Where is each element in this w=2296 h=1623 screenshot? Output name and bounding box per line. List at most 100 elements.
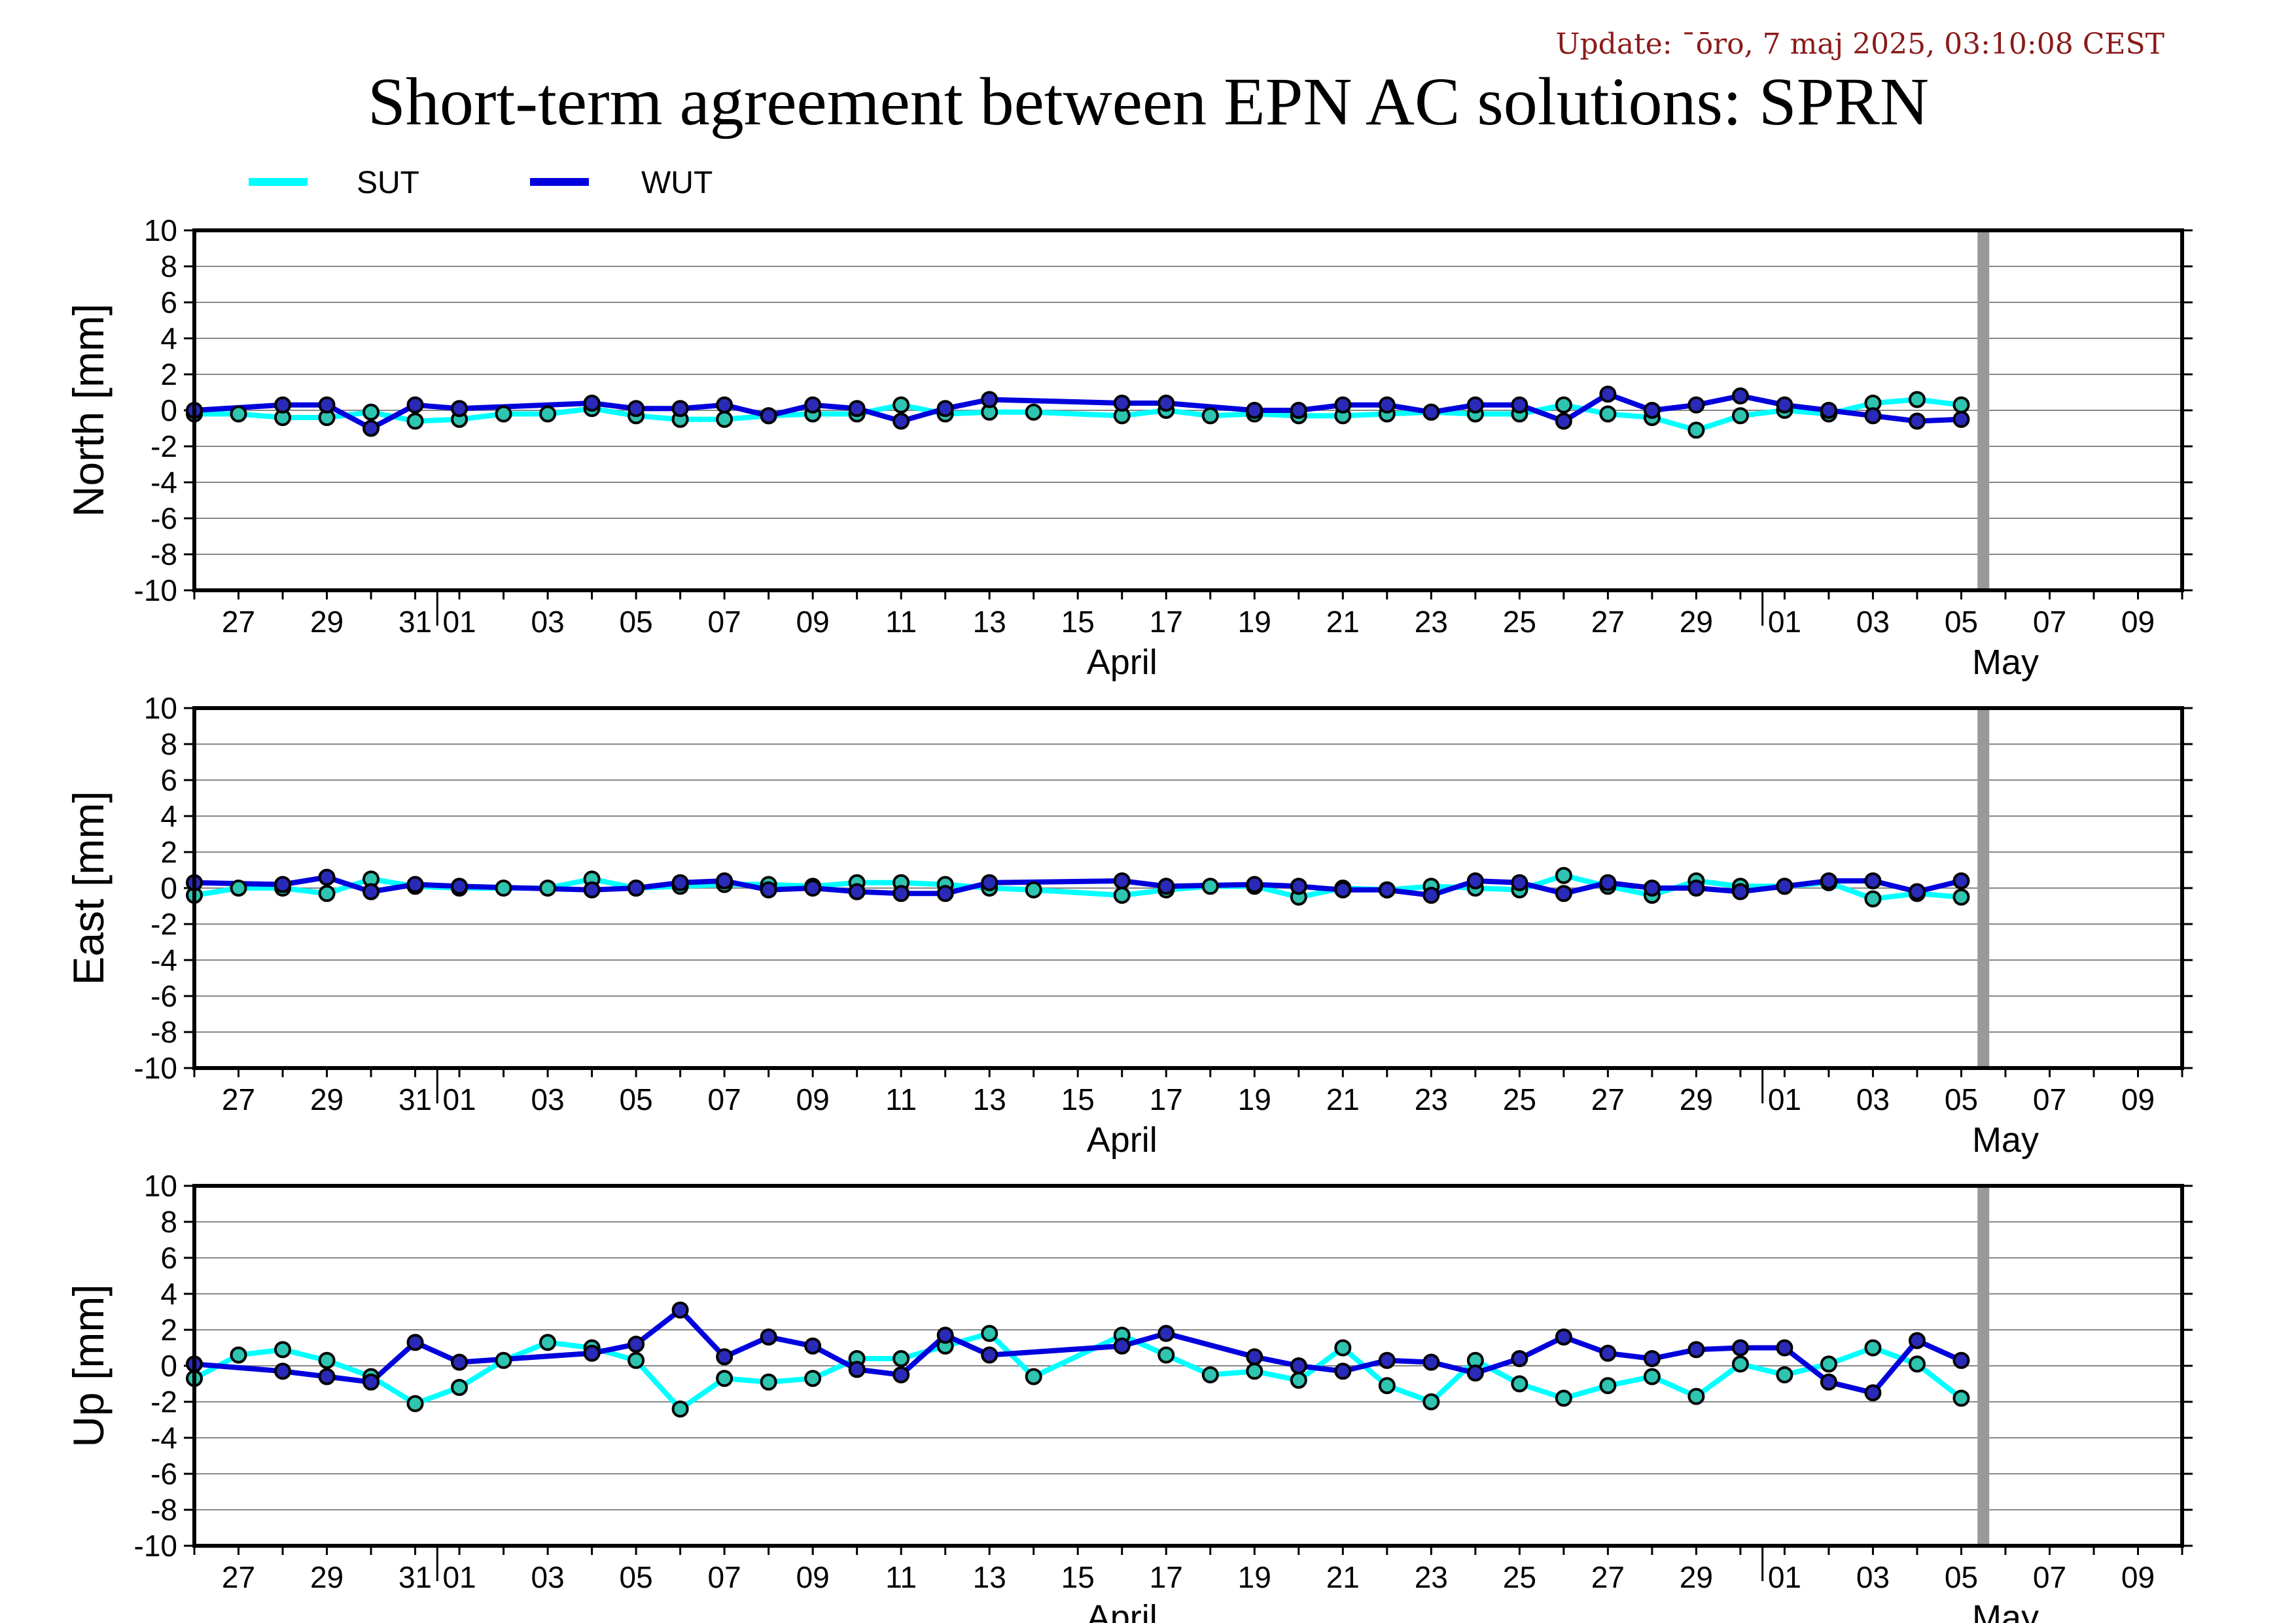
data-point-wut	[451, 878, 468, 895]
x-tick-label: 25	[1503, 1560, 1536, 1594]
data-point-sut	[1201, 878, 1219, 895]
data-point-sut	[1201, 1366, 1219, 1383]
data-point-wut	[1246, 402, 1263, 419]
y-tick-label: 2	[160, 1313, 177, 1347]
data-point-wut	[1952, 1351, 1970, 1369]
x-tick-label: 03	[531, 1560, 565, 1594]
x-tick-label: 07	[708, 1560, 741, 1594]
x-tick-label: 09	[796, 1560, 830, 1594]
data-point-sut	[230, 880, 247, 897]
data-point-wut	[1157, 1325, 1175, 1342]
data-point-wut	[1113, 1337, 1131, 1355]
data-point-wut	[1290, 1357, 1307, 1374]
y-tick-label: 2	[160, 835, 177, 869]
data-point-wut	[1378, 881, 1396, 899]
data-point-wut	[1731, 1339, 1749, 1357]
data-point-sut	[1864, 1339, 1882, 1357]
x-tick-label: 19	[1238, 1560, 1271, 1594]
data-point-wut	[1908, 412, 1926, 430]
data-point-wut	[1422, 887, 1440, 904]
y-tick-label: 6	[160, 1241, 177, 1275]
data-point-sut	[539, 880, 557, 897]
data-point-wut	[1687, 880, 1705, 897]
y-tick-label: -6	[150, 1457, 177, 1491]
data-point-sut	[1687, 421, 1705, 439]
data-point-wut	[1555, 412, 1572, 430]
update-timestamp: Update: ¯ōro, 7 maj 2025, 03:10:08 CEST	[1555, 27, 2164, 61]
data-point-wut	[892, 885, 910, 902]
data-point-wut	[1334, 396, 1352, 414]
data-point-sut	[539, 405, 557, 423]
data-point-wut	[583, 881, 601, 899]
data-point-sut	[318, 885, 336, 902]
data-point-wut	[1334, 881, 1352, 899]
x-tick-label: 27	[1591, 1560, 1625, 1594]
data-point-sut	[1731, 407, 1749, 425]
x-tick-label: 13	[973, 605, 1006, 639]
x-tick-label: 05	[620, 605, 653, 639]
data-point-wut	[1599, 385, 1617, 403]
data-point-wut	[1599, 874, 1617, 891]
data-point-wut	[716, 872, 733, 889]
data-point-wut	[1820, 1373, 1837, 1391]
data-point-wut	[936, 1327, 954, 1344]
x-tick-label: 01	[1768, 1560, 1801, 1594]
data-point-wut	[1643, 880, 1661, 897]
x-tick-label: 29	[310, 1082, 344, 1116]
y-tick-label: -10	[134, 1529, 177, 1563]
data-point-sut	[1246, 1363, 1263, 1380]
data-point-wut	[1466, 1364, 1484, 1382]
data-point-wut	[406, 876, 424, 893]
data-point-wut	[1952, 410, 1970, 428]
data-point-sut	[804, 1370, 822, 1387]
data-point-wut	[362, 883, 380, 901]
data-point-wut	[1776, 878, 1793, 895]
data-point-sut	[1334, 1339, 1352, 1357]
x-tick-label: 27	[222, 605, 255, 639]
data-point-wut	[406, 1334, 424, 1351]
data-point-wut	[1864, 407, 1882, 425]
data-point-sut	[1643, 1368, 1661, 1385]
x-tick-label: 29	[1680, 605, 1713, 639]
x-tick-label: 27	[1591, 1082, 1625, 1116]
y-tick-label: -10	[134, 1051, 177, 1085]
data-point-sut	[318, 1351, 336, 1369]
x-month-label: April	[1087, 1120, 1157, 1160]
x-tick-label: 03	[531, 605, 565, 639]
data-point-wut	[760, 407, 777, 425]
data-point-sut	[1555, 1389, 1572, 1407]
legend-label-sut: SUT	[357, 166, 419, 200]
data-point-wut	[716, 1348, 733, 1366]
data-point-sut	[406, 412, 424, 430]
y-tick-label: -6	[150, 979, 177, 1013]
data-point-wut	[1555, 885, 1572, 902]
x-tick-label: 07	[2033, 1082, 2066, 1116]
x-tick-label: 29	[310, 605, 344, 639]
x-tick-label: 27	[222, 1560, 255, 1594]
y-tick-label: 8	[160, 249, 177, 283]
data-point-wut	[804, 396, 822, 414]
data-point-wut	[1511, 874, 1528, 891]
x-tick-label: 19	[1238, 605, 1271, 639]
data-point-sut	[495, 880, 512, 897]
data-point-wut	[1290, 402, 1307, 419]
data-point-wut	[274, 396, 292, 414]
data-point-wut	[1864, 1384, 1882, 1402]
data-point-sut	[716, 1370, 733, 1387]
x-tick-label: 05	[1945, 605, 1978, 639]
data-point-wut	[362, 419, 380, 437]
x-tick-label: 11	[885, 1082, 917, 1116]
data-point-wut	[1511, 396, 1528, 414]
x-tick-label: 23	[1415, 1082, 1448, 1116]
x-tick-label: 25	[1503, 605, 1536, 639]
data-point-sut	[1025, 881, 1042, 899]
x-tick-label: 31	[398, 605, 432, 639]
x-tick-label: 25	[1503, 1082, 1536, 1116]
x-tick-label: 01	[1768, 1082, 1801, 1116]
x-tick-label: 29	[310, 1560, 344, 1594]
data-point-sut	[362, 403, 380, 421]
x-tick-label: 11	[885, 1560, 917, 1594]
x-tick-label: 17	[1150, 1560, 1183, 1594]
data-point-sut	[495, 405, 512, 423]
